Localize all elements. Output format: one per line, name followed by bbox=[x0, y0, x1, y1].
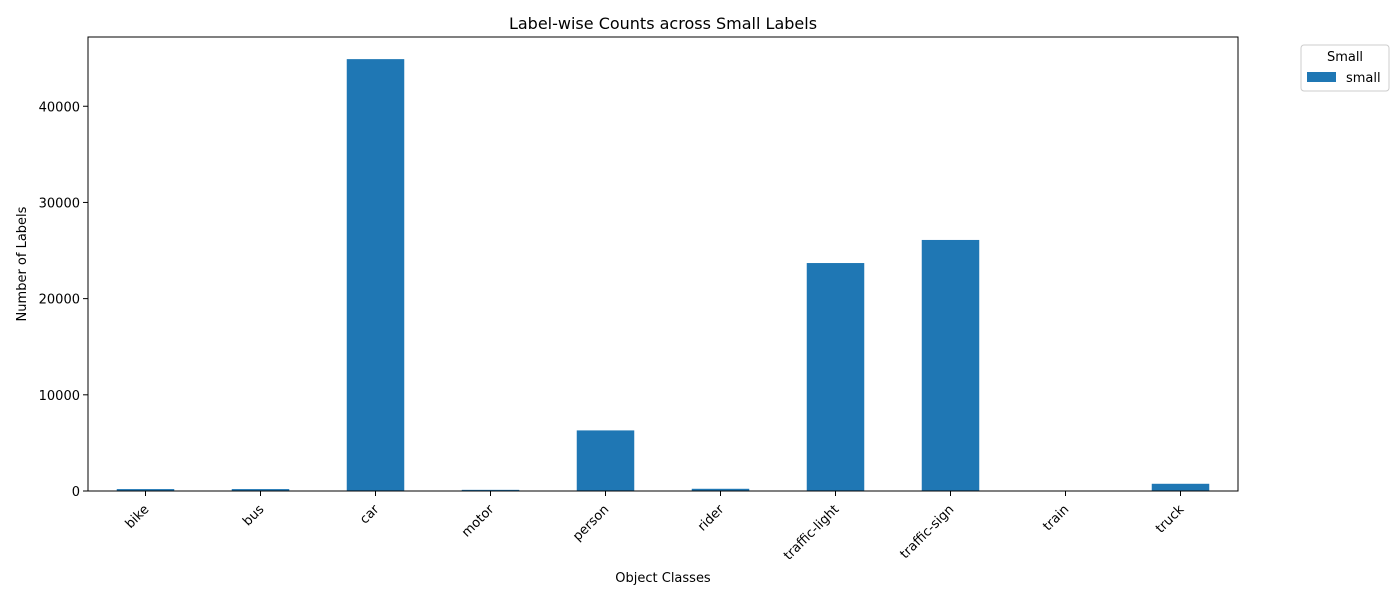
bar-car bbox=[346, 59, 405, 491]
legend-label: small bbox=[1346, 71, 1381, 86]
y-tick-label: 30000 bbox=[39, 196, 80, 211]
x-tick-label-bike: bike bbox=[123, 502, 153, 532]
x-tick-label-traffic-light: traffic-light bbox=[781, 502, 842, 563]
bar-rider bbox=[691, 488, 750, 491]
y-tick-label: 40000 bbox=[39, 100, 80, 115]
x-tick-label-person: person bbox=[570, 502, 612, 544]
bar-truck bbox=[1151, 483, 1210, 491]
bar-traffic-light bbox=[806, 263, 865, 491]
y-axis-title: Number of Labels bbox=[15, 206, 30, 321]
bar-bus bbox=[231, 489, 290, 491]
legend: Small small bbox=[1300, 44, 1390, 92]
y-axis-ticks: 0 10000 20000 30000 40000 bbox=[39, 100, 88, 500]
x-axis-ticks: bike bus car motor person rider traffic-light t… bbox=[123, 491, 1188, 563]
x-tick-label-rider: rider bbox=[695, 502, 728, 535]
bar-motor bbox=[461, 489, 520, 491]
x-tick-label-train: train bbox=[1040, 502, 1072, 534]
bar-traffic-sign bbox=[921, 239, 980, 491]
y-tick-label: 10000 bbox=[39, 389, 80, 404]
bar-bike bbox=[116, 489, 175, 491]
bars-layer bbox=[116, 59, 1210, 491]
y-tick-label: 0 bbox=[72, 485, 80, 500]
y-tick-label: 20000 bbox=[39, 293, 80, 308]
bar-person bbox=[576, 430, 635, 491]
x-tick-label-bus: bus bbox=[240, 502, 267, 529]
chart-title: Label-wise Counts across Small Labels bbox=[509, 14, 817, 33]
x-tick-label-motor: motor bbox=[459, 502, 498, 541]
legend-title: Small bbox=[1327, 50, 1363, 65]
x-axis-title: Object Classes bbox=[615, 571, 711, 586]
x-tick-label-traffic-sign: traffic-sign bbox=[897, 502, 957, 562]
legend-swatch bbox=[1307, 72, 1336, 82]
x-tick-label-car: car bbox=[357, 502, 383, 528]
x-tick-label-truck: truck bbox=[1153, 502, 1188, 537]
plot-area-frame bbox=[87, 36, 1239, 492]
